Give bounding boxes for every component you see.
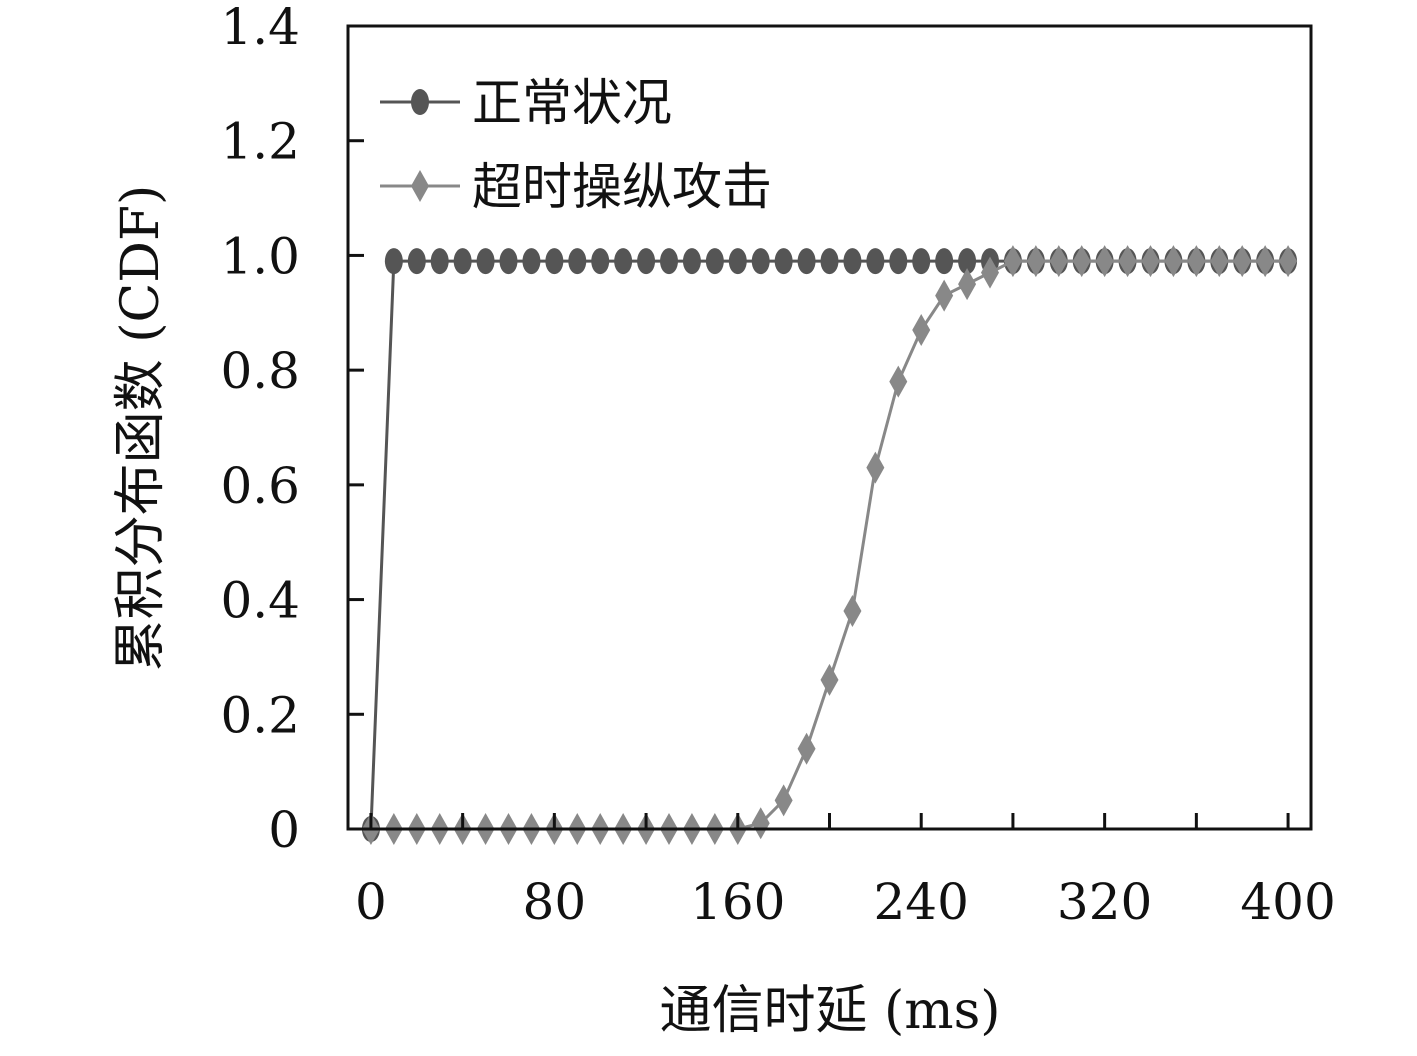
y-ticks: 0 0.2 0.4 0.6 0.8 1.0 1.2 1.4 bbox=[220, 0, 364, 859]
data-point-circle bbox=[866, 248, 885, 275]
x-ticks: 0 80 160 240 320 400 bbox=[355, 813, 1336, 931]
data-point-diamond bbox=[1141, 245, 1160, 278]
data-point-diamond bbox=[820, 663, 839, 696]
data-point-circle bbox=[384, 248, 403, 275]
data-point-circle bbox=[751, 248, 770, 275]
data-point-diamond bbox=[935, 279, 954, 312]
data-point-diamond bbox=[1003, 245, 1022, 278]
data-point-circle bbox=[660, 248, 678, 275]
data-point-diamond bbox=[1026, 245, 1045, 278]
x-tick-label: 80 bbox=[523, 873, 587, 931]
legend-item: 超时操纵攻击 bbox=[380, 158, 772, 216]
series-1 bbox=[361, 248, 1298, 842]
data-point-circle bbox=[705, 248, 724, 275]
data-point-circle bbox=[411, 89, 429, 115]
data-point-diamond bbox=[411, 170, 429, 202]
data-point-circle bbox=[774, 248, 793, 275]
data-point-diamond bbox=[866, 451, 885, 484]
series-line bbox=[369, 259, 1289, 830]
y-axis-title: 累积分布函数 (CDF) bbox=[111, 185, 171, 672]
data-point-circle bbox=[568, 248, 587, 275]
data-point-circle bbox=[682, 248, 701, 275]
data-point-circle bbox=[614, 248, 633, 275]
data-point-circle bbox=[453, 248, 472, 275]
y-tick-label: 0 bbox=[268, 801, 300, 859]
y-tick-label: 1.2 bbox=[220, 113, 300, 171]
y-tick-label: 0.8 bbox=[220, 342, 300, 400]
data-point-circle bbox=[499, 248, 518, 275]
data-point-circle bbox=[935, 248, 954, 275]
data-point-circle bbox=[591, 248, 610, 275]
legend-label: 超时操纵攻击 bbox=[472, 158, 772, 216]
series-2 bbox=[361, 245, 1298, 845]
data-point-circle bbox=[430, 248, 449, 275]
x-tick-label: 160 bbox=[690, 873, 785, 931]
data-point-diamond bbox=[1164, 245, 1183, 278]
data-point-diamond bbox=[1049, 245, 1068, 278]
series-line bbox=[370, 259, 1289, 831]
data-point-circle bbox=[912, 248, 931, 275]
data-point-diamond bbox=[1210, 245, 1229, 278]
data-point-circle bbox=[476, 248, 495, 275]
data-point-circle bbox=[797, 248, 816, 275]
data-point-diamond bbox=[1279, 245, 1298, 278]
data-point-circle bbox=[889, 248, 908, 275]
data-point-diamond bbox=[958, 268, 977, 301]
y-tick-label: 1.0 bbox=[220, 227, 300, 285]
y-tick-label: 1.4 bbox=[220, 0, 300, 56]
x-tick-label: 0 bbox=[355, 873, 387, 931]
x-tick-label: 240 bbox=[873, 873, 968, 931]
data-point-circle bbox=[958, 248, 977, 275]
data-point-circle bbox=[522, 248, 541, 275]
data-point-circle bbox=[728, 248, 747, 275]
data-point-circle bbox=[407, 248, 426, 275]
x-tick-label: 400 bbox=[1240, 873, 1335, 931]
data-point-diamond bbox=[843, 595, 862, 628]
data-point-diamond bbox=[751, 807, 770, 840]
data-point-diamond bbox=[774, 784, 793, 817]
data-point-diamond bbox=[912, 313, 931, 346]
series-layer bbox=[361, 245, 1298, 845]
data-point-diamond bbox=[981, 256, 999, 289]
data-point-diamond bbox=[1233, 245, 1252, 278]
legend-item: 正常状况 bbox=[380, 74, 672, 132]
data-point-circle bbox=[545, 248, 564, 275]
y-tick-label: 0.6 bbox=[220, 457, 300, 515]
data-point-diamond bbox=[1095, 245, 1114, 278]
x-axis-title: 通信时延 (ms) bbox=[659, 981, 1000, 1041]
data-point-diamond bbox=[1072, 245, 1091, 278]
data-point-diamond bbox=[1256, 245, 1275, 278]
data-point-diamond bbox=[797, 732, 816, 765]
plot-frame bbox=[346, 24, 1313, 831]
data-point-diamond bbox=[1118, 245, 1137, 278]
y-tick-label: 0.2 bbox=[220, 686, 300, 744]
x-tick-label: 320 bbox=[1057, 873, 1152, 931]
data-point-circle bbox=[637, 248, 656, 275]
data-point-diamond bbox=[889, 365, 908, 398]
y-tick-label: 0.4 bbox=[220, 572, 300, 630]
data-point-circle bbox=[820, 248, 839, 275]
legend-label: 正常状况 bbox=[472, 74, 672, 132]
data-point-circle bbox=[843, 248, 862, 275]
data-point-diamond bbox=[1187, 245, 1206, 278]
